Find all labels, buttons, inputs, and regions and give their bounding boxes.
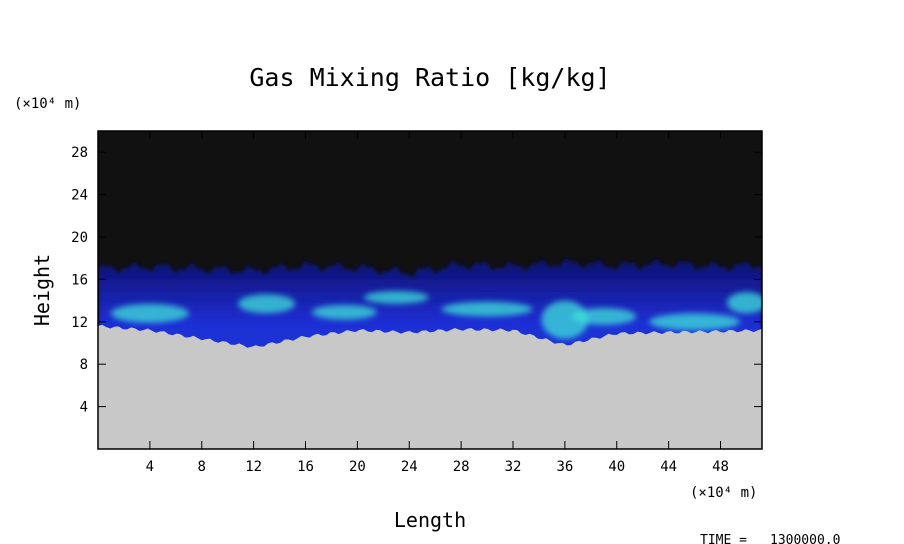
x-tick-label: 36 bbox=[556, 459, 573, 475]
time-label: TIME = bbox=[700, 533, 747, 544]
y-tick-labels: 4 8 12 16 20 24 28 bbox=[71, 145, 88, 415]
x-axis-unit: (×10⁴ m) bbox=[690, 485, 757, 501]
mixing-highlight bbox=[312, 304, 377, 320]
y-tick-label: 16 bbox=[71, 272, 88, 288]
x-tick-label: 8 bbox=[198, 459, 206, 475]
x-tick-labels: 4 8 12 16 20 24 28 32 36 40 44 48 bbox=[146, 459, 729, 475]
plot-frame bbox=[97, 130, 763, 450]
time-value: 1300000.0 bbox=[770, 533, 840, 544]
mixing-highlight bbox=[726, 292, 762, 314]
x-tick-label: 20 bbox=[349, 459, 366, 475]
y-tick-label: 8 bbox=[80, 357, 88, 373]
y-tick-label: 20 bbox=[71, 230, 88, 246]
x-tick-label: 4 bbox=[146, 459, 154, 475]
mixing-highlight bbox=[541, 300, 589, 339]
lower-region-fill bbox=[98, 324, 762, 449]
axis-ticks bbox=[98, 131, 762, 449]
y-tick-label: 4 bbox=[80, 400, 88, 416]
x-tick-label: 24 bbox=[401, 459, 418, 475]
x-tick-label: 12 bbox=[245, 459, 262, 475]
mixing-highlight bbox=[649, 313, 740, 331]
y-tick-label: 28 bbox=[71, 145, 88, 161]
y-axis-title: Height bbox=[30, 254, 54, 326]
mixing-highlight bbox=[238, 294, 296, 314]
mixing-highlight bbox=[110, 303, 189, 323]
x-tick-label: 28 bbox=[453, 459, 470, 475]
x-axis-title: Length bbox=[394, 508, 466, 532]
mixing-highlight bbox=[441, 301, 533, 317]
x-tick-label: 16 bbox=[297, 459, 314, 475]
y-tick-label: 12 bbox=[71, 315, 88, 331]
x-tick-label: 44 bbox=[660, 459, 677, 475]
chart-title: Gas Mixing Ratio [kg/kg] bbox=[249, 63, 610, 92]
y-axis-unit: (×10⁴ m) bbox=[14, 96, 81, 112]
y-tick-label: 24 bbox=[71, 188, 88, 204]
mixing-highlights bbox=[110, 291, 762, 339]
x-tick-label: 48 bbox=[712, 459, 729, 475]
mixing-highlight bbox=[571, 308, 637, 325]
x-tick-label: 32 bbox=[505, 459, 522, 475]
x-tick-label: 40 bbox=[608, 459, 625, 475]
plot-area bbox=[98, 131, 762, 449]
mixing-highlight bbox=[363, 291, 429, 304]
